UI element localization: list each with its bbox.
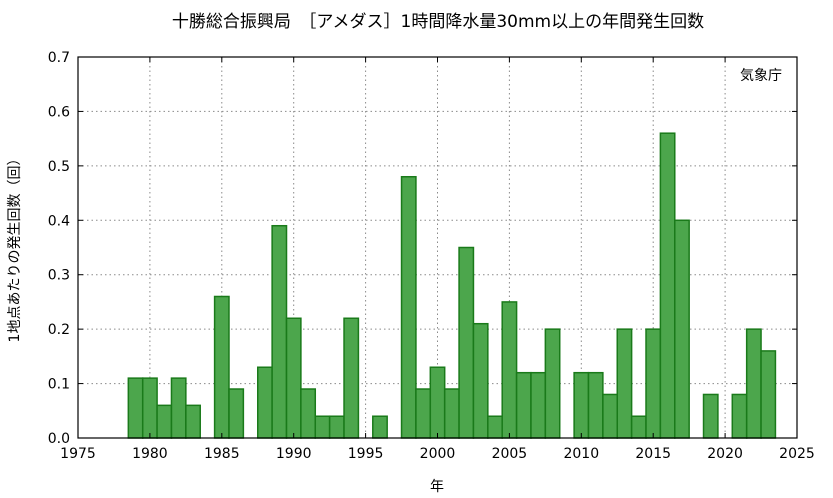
y-axis: 0.0 0.1 0.2 0.3 0.4 0.5 0.6 0.7	[48, 50, 797, 447]
bar	[328, 415, 345, 439]
bar	[300, 388, 317, 439]
bar	[674, 219, 690, 439]
bar	[602, 393, 618, 439]
bar	[587, 371, 604, 439]
x-tick-label: 1980	[132, 446, 168, 462]
bars	[127, 132, 777, 439]
bar	[616, 328, 633, 439]
x-tick-label: 1985	[204, 446, 240, 462]
bar	[760, 350, 777, 439]
bar	[745, 328, 762, 439]
bar	[487, 415, 503, 439]
x-tick-label: 2005	[492, 446, 528, 462]
x-tick-label: 1995	[348, 446, 384, 462]
x-tick-label: 2015	[635, 446, 671, 462]
bar	[314, 415, 331, 439]
y-tick-label: 0.5	[48, 159, 70, 175]
bar	[472, 322, 489, 439]
y-tick-label: 0.4	[48, 213, 70, 229]
bar	[415, 388, 432, 439]
x-axis: 1975 1980 1985 1990 1995 2000 2005 2010 2015 2020…	[60, 57, 815, 462]
y-axis-label: 1地点あたりの発生回数（回）	[7, 152, 23, 343]
bar	[645, 328, 662, 439]
x-tick-label: 2000	[420, 446, 456, 462]
bar	[156, 404, 173, 439]
source-annotation: 気象庁	[740, 68, 782, 84]
bar	[343, 317, 360, 439]
bar	[127, 377, 144, 439]
bar	[141, 377, 158, 439]
x-tick-label: 2025	[779, 446, 815, 462]
bar	[530, 371, 547, 439]
bar	[372, 415, 388, 439]
bar	[659, 132, 676, 439]
bar	[443, 388, 460, 439]
bar	[400, 175, 417, 439]
y-tick-label: 0.6	[48, 104, 70, 120]
x-tick-label: 2020	[707, 446, 743, 462]
bar	[501, 301, 518, 439]
bar	[458, 246, 475, 439]
x-tick-label: 1990	[276, 446, 312, 462]
bar	[285, 317, 302, 439]
bar	[731, 393, 748, 439]
bar	[213, 295, 230, 439]
y-tick-label: 0.3	[48, 268, 70, 284]
y-tick-label: 0.0	[48, 431, 70, 447]
bar	[515, 371, 532, 439]
bar	[170, 377, 187, 439]
x-axis-label: 年	[430, 479, 444, 495]
bar	[702, 393, 719, 439]
x-tick-label: 1975	[60, 446, 96, 462]
bar	[630, 415, 647, 439]
bar	[257, 366, 273, 439]
bar	[228, 388, 245, 439]
bar	[573, 371, 590, 439]
bar	[544, 328, 561, 439]
chart-title: 十勝総合振興局 ［アメダス］1時間降水量30mm以上の年間発生回数	[172, 12, 704, 32]
bar	[429, 366, 446, 439]
bar	[185, 404, 201, 439]
y-tick-label: 0.2	[48, 322, 70, 338]
y-tick-label: 0.1	[48, 377, 70, 393]
bar	[271, 224, 288, 439]
y-tick-label: 0.7	[48, 50, 70, 66]
x-tick-label: 2010	[563, 446, 599, 462]
